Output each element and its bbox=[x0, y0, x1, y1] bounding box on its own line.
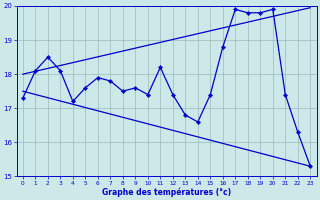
X-axis label: Graphe des températures (°c): Graphe des températures (°c) bbox=[102, 187, 231, 197]
